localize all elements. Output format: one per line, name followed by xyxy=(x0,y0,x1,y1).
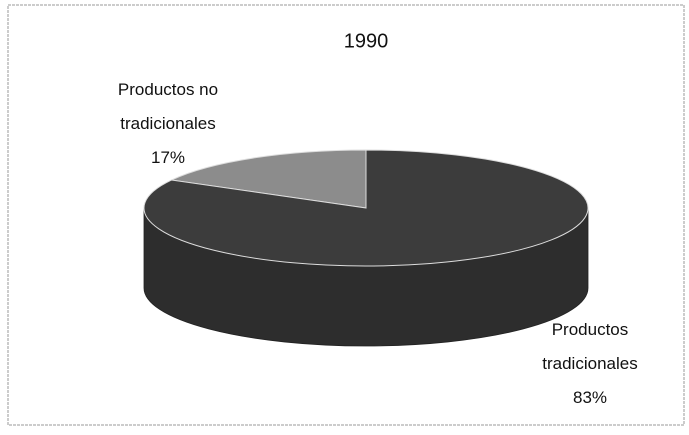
pie xyxy=(143,149,589,347)
category-label: Productos no tradicionales xyxy=(117,80,219,133)
value-label: 17% xyxy=(150,148,186,167)
slice xyxy=(143,149,589,267)
value-label: 83% xyxy=(572,388,608,407)
category-label: Productos tradicionales xyxy=(542,320,638,373)
slice-label: Productos no tradicionales 17% xyxy=(93,73,243,175)
slice xyxy=(169,149,367,209)
chart-title: 1990 xyxy=(344,30,389,52)
slice-label: Productos tradicionales 83% xyxy=(530,313,650,415)
